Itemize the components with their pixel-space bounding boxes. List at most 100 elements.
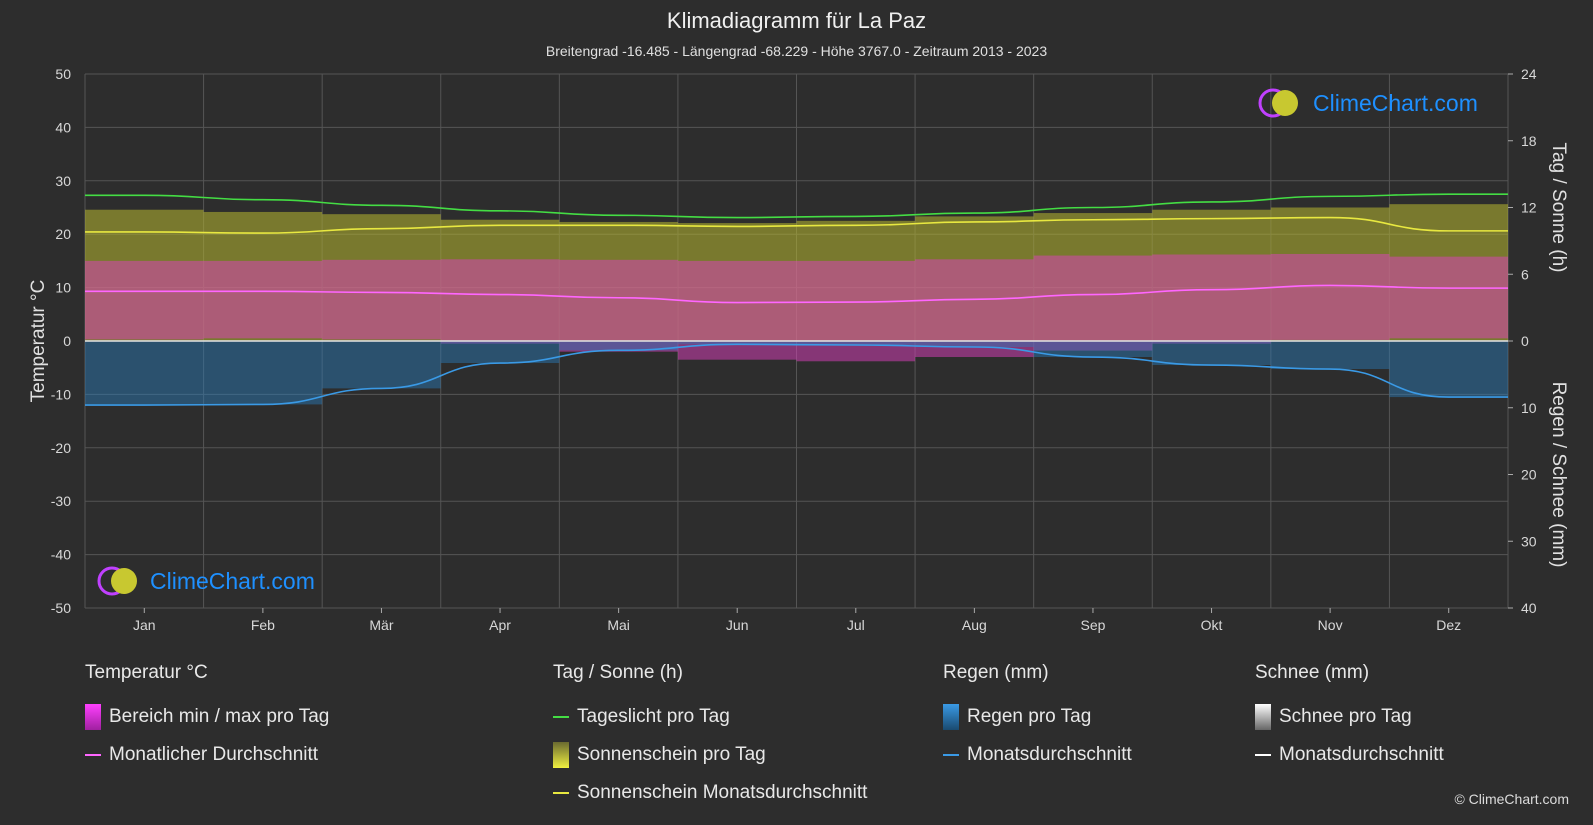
legend-snow: Schnee (mm) Schnee pro Tag Monatsdurchsc… (1255, 662, 1444, 774)
rain-bar (1389, 341, 1508, 398)
y-left-tick-label: -40 (51, 547, 71, 563)
y-left-tick-label: 10 (55, 280, 71, 296)
rain-avg-line (85, 343, 1508, 406)
legend-item: Sonnenschein Monatsdurchschnitt (553, 774, 867, 812)
rain-bar (796, 341, 916, 346)
rain-bar (915, 341, 1034, 348)
legend-item: Regen pro Tag (943, 698, 1132, 736)
watermark-logo-bottom: ClimeChart.com (97, 566, 315, 596)
y-left-tick-label: -10 (51, 386, 71, 402)
legend-label: Sonnenschein Monatsdurchschnitt (577, 782, 868, 803)
x-tick-label: Jan (133, 617, 156, 633)
temp-range-bar (677, 260, 797, 360)
y-left-tick-label: 50 (55, 66, 71, 82)
y-right-hours-axis-title: Tag / Sonne (h) (1548, 143, 1569, 273)
y-left-tick-label: -30 (51, 493, 71, 509)
temp-range-swatch-icon (85, 704, 101, 730)
rain-bar (559, 341, 678, 351)
logo-globe-icon (111, 568, 137, 594)
y-left-tick-label: 0 (63, 333, 71, 349)
y-right-hours-tick-label: 24 (1521, 66, 1537, 82)
rain-swatch-icon (943, 704, 959, 730)
watermark-text-top: ClimeChart.com (1313, 90, 1478, 116)
x-tick-label: Feb (251, 617, 275, 633)
x-tick-label: Dez (1436, 617, 1461, 633)
chart-title: Klimadiagramm für La Paz (666, 8, 927, 33)
y-right-precip-tick-label: 30 (1521, 533, 1537, 549)
temp-avg-line-icon (85, 754, 101, 756)
temp-range-bar (85, 260, 204, 340)
temp-range-bar (203, 260, 323, 339)
temp-range-bar (322, 259, 441, 340)
series-lines (85, 193, 1508, 406)
x-tick-label: Mai (607, 617, 630, 633)
chart-subtitle: Breitengrad -16.485 - Längengrad -68.229… (545, 43, 1048, 59)
snow-swatch-icon (1255, 704, 1271, 730)
legend-label: Monatsdurchschnitt (1279, 744, 1444, 765)
watermark-text-bottom: ClimeChart.com (150, 568, 315, 594)
rain-bar (1033, 341, 1153, 358)
legend-item: Monatsdurchschnitt (943, 736, 1132, 774)
climate-chart: 50 40 30 20 10 0 -10 -20 -30 -40 -50 Jan Feb Mär Apr Ma… (28, 66, 1569, 633)
temp-range-bar (440, 259, 560, 344)
daylight-line (85, 193, 1508, 219)
x-tick-label: Mär (369, 617, 393, 633)
legend-item: Bereich min / max pro Tag (85, 698, 329, 736)
axes: 50 40 30 20 10 0 -10 -20 -30 -40 -50 Jan Feb Mär Apr Ma… (28, 66, 1569, 633)
legend-label: Bereich min / max pro Tag (109, 706, 330, 727)
y-left-axis-title: Temperatur °C (28, 280, 49, 403)
x-tick-label: Nov (1318, 617, 1343, 633)
y-right-precip-tick-label: 40 (1521, 600, 1537, 616)
legend-item: Monatsdurchschnitt (1255, 736, 1444, 774)
rain-bar (203, 341, 323, 405)
temp-range-bar (559, 259, 678, 352)
y-right-hours-tick-label: 6 (1521, 266, 1529, 282)
copyright-text: © ClimeChart.com (1454, 791, 1569, 807)
x-tick-label: Sep (1080, 617, 1105, 633)
temp-range-bar (1033, 255, 1153, 351)
rain-bar (85, 341, 204, 406)
legend-label: Sonnenschein pro Tag (577, 744, 766, 765)
temp-range-bar (1270, 253, 1390, 340)
legend-item: Sonnenschein pro Tag (553, 736, 867, 774)
y-right-hours-tick-label: 0 (1521, 333, 1529, 349)
legend-heading: Regen (mm) (943, 662, 1049, 683)
rain-bar (677, 341, 797, 345)
x-tick-label: Okt (1201, 617, 1223, 633)
daylight-line-icon (553, 716, 569, 718)
y-left-tick-label: -50 (51, 600, 71, 616)
legend-label: Schnee pro Tag (1279, 706, 1412, 727)
snow-avg-line-icon (1255, 754, 1271, 756)
temp-range-bar (1389, 256, 1508, 339)
sunshine-avg-line (85, 216, 1508, 234)
legend-label: Tageslicht pro Tag (577, 706, 730, 727)
x-tick-label: Jul (847, 617, 865, 633)
rain-bar (1152, 341, 1271, 366)
y-left-tick-label: 40 (55, 119, 71, 135)
watermark-logo-top: ClimeChart.com (1258, 88, 1478, 118)
legend-heading: Temperatur °C (85, 662, 208, 683)
legend-rain: Regen (mm) Regen pro Tag Monatsdurchschn… (943, 662, 1132, 774)
x-tick-label: Apr (489, 617, 511, 633)
logo-globe-icon (1272, 90, 1298, 116)
legend-label: Regen pro Tag (967, 706, 1092, 727)
y-right-precip-tick-label: 20 (1521, 467, 1537, 483)
daily-bars (85, 204, 1508, 406)
legend-temperature: Temperatur °C Bereich min / max pro Tag … (85, 662, 329, 774)
rain-bar (440, 341, 560, 364)
y-right-precip-axis-title: Regen / Schnee (mm) (1548, 382, 1569, 568)
legend-label: Monatsdurchschnitt (967, 744, 1132, 765)
legend-heading: Tag / Sonne (h) (553, 662, 683, 683)
rain-avg-line-icon (943, 754, 959, 756)
y-left-tick-label: 30 (55, 173, 71, 189)
y-right-precip-tick-label: 10 (1521, 400, 1537, 416)
sunshine-avg-line-icon (553, 792, 569, 794)
legend-item: Tageslicht pro Tag (553, 698, 867, 736)
legend-item: Monatlicher Durchschnitt (85, 736, 329, 774)
temp-avg-line (85, 284, 1508, 304)
rain-bar (322, 341, 441, 389)
sunshine-swatch-icon (553, 742, 569, 768)
legend-heading: Schnee (mm) (1255, 662, 1370, 683)
y-left-tick-label: -20 (51, 440, 71, 456)
legend-label: Monatlicher Durchschnitt (109, 744, 319, 765)
